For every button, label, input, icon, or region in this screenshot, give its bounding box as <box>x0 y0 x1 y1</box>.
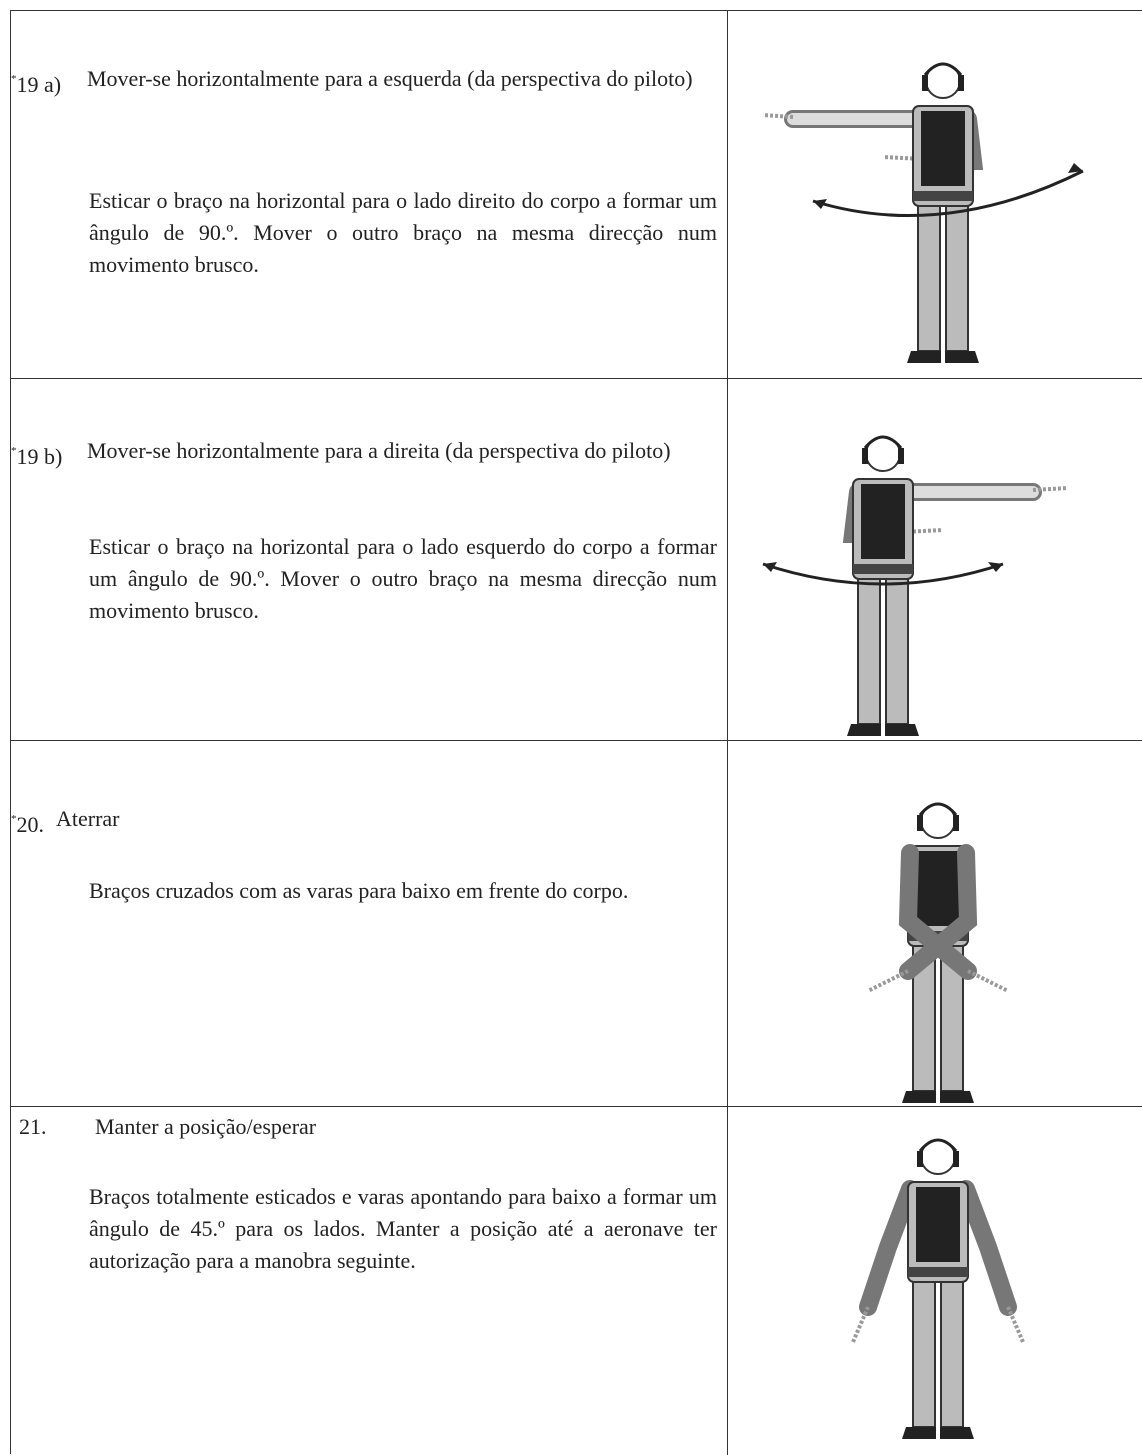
figure-cell <box>728 379 1142 740</box>
description: Esticar o braço na horizontal para o lad… <box>89 534 717 623</box>
title: Mover-se horizontalmente para a direita … <box>87 438 671 463</box>
figure <box>867 802 1009 1105</box>
figure-cell <box>728 1107 1142 1455</box>
number: 21. <box>19 1111 95 1143</box>
cell: 21. Manter a posição/esperar Braços total… <box>11 1107 728 1455</box>
title: Mover-se horizontalmente para a esquerda… <box>87 66 693 91</box>
row: 21. Manter a posição/esperar Braços total… <box>11 1107 1142 1455</box>
figure-cell <box>728 741 1142 1106</box>
marker: * <box>11 813 17 825</box>
heading: *20. Aterrar <box>11 803 711 841</box>
description: Braços totalmente esticados e varas apon… <box>89 1184 717 1273</box>
row: *19 a) Mover-se horizontalmente para a es… <box>11 11 1142 379</box>
marker: * <box>11 445 17 457</box>
cell: *19 a) Mover-se horizontalmente para a es… <box>11 11 728 378</box>
heading: *19 a) Mover-se horizontalmente para a es… <box>11 63 711 101</box>
cell: *19 b) Mover-se horizontalmente para a di… <box>11 379 728 740</box>
number-text: 19 a) <box>16 72 62 97</box>
number: *19 b) <box>11 435 87 473</box>
figure <box>762 435 1069 738</box>
number: *19 a) <box>11 63 87 101</box>
row: *19 b) Mover-se horizontalmente para a di… <box>11 379 1142 741</box>
heading: *19 b) Mover-se horizontalmente para a di… <box>11 435 711 473</box>
heading: 21. Manter a posição/esperar <box>19 1111 719 1143</box>
figure <box>762 62 1084 365</box>
description: Esticar o braço na horizontal para o lad… <box>89 188 717 277</box>
description: Braços cruzados com as varas para baixo … <box>89 878 629 903</box>
number: *20. <box>11 803 44 841</box>
title: Aterrar <box>56 806 120 831</box>
row: *20. Aterrar Braços cruzados com as varas… <box>11 741 1142 1107</box>
cell: *20. Aterrar Braços cruzados com as varas… <box>11 741 728 1106</box>
table: *19 a) Mover-se horizontalmente para a es… <box>10 10 1142 1455</box>
figure-cell <box>728 11 1142 378</box>
marker: * <box>11 73 17 85</box>
title: Manter a posição/esperar <box>95 1114 317 1139</box>
figure <box>851 1138 1025 1441</box>
number-text: 21. <box>19 1114 47 1139</box>
number-text: 19 b) <box>16 444 63 469</box>
number-text: 20. <box>16 812 45 837</box>
